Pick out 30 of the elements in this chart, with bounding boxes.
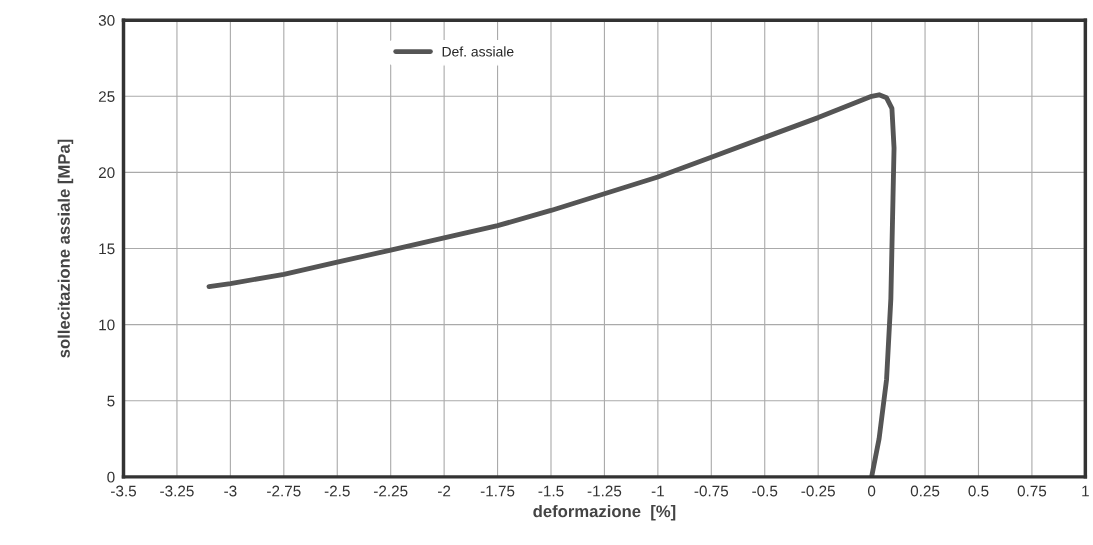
y-tick-label: 25 xyxy=(98,91,115,102)
x-tick-label: -3.25 xyxy=(160,485,194,497)
y-tick-label: 5 xyxy=(107,395,115,407)
x-tick-label: -3 xyxy=(224,485,237,497)
x-tick-label: -1 xyxy=(651,485,664,497)
x-tick-label: 0.5 xyxy=(968,485,989,497)
x-axis-title: deformazione [%] xyxy=(533,505,676,521)
y-tick-label: 15 xyxy=(99,243,115,255)
y-tick-label: 0 xyxy=(107,471,115,483)
x-tick-label: 0.75 xyxy=(1017,485,1047,497)
x-tick-label: -0.75 xyxy=(694,485,729,497)
x-tick-label: -2.75 xyxy=(267,485,301,497)
x-tick-label: 1 xyxy=(1082,485,1089,497)
x-tick-label: -2 xyxy=(438,485,451,497)
x-tick-label: -1.25 xyxy=(587,485,622,497)
x-tick-label: -1.75 xyxy=(480,485,515,497)
x-tick-label: -0.5 xyxy=(752,485,778,497)
x-tick-label: -1.5 xyxy=(538,485,564,497)
x-tick-label: 0 xyxy=(867,485,876,497)
y-tick-label: 20 xyxy=(98,167,115,179)
line-series xyxy=(206,92,897,477)
x-tick-label: 0.25 xyxy=(910,485,940,497)
legend-label: Def. assiale xyxy=(442,46,514,57)
x-tick-label: -2.25 xyxy=(373,485,408,497)
y-tick-label: 10 xyxy=(99,319,115,331)
y-tick-label: 30 xyxy=(98,15,115,26)
x-tick-label: -0.25 xyxy=(801,485,835,497)
x-tick-label: -2.5 xyxy=(324,485,350,497)
x-tick-label: -3.5 xyxy=(111,485,137,497)
y-axis-title: sollecitazione assiale [MPa] xyxy=(57,139,74,358)
